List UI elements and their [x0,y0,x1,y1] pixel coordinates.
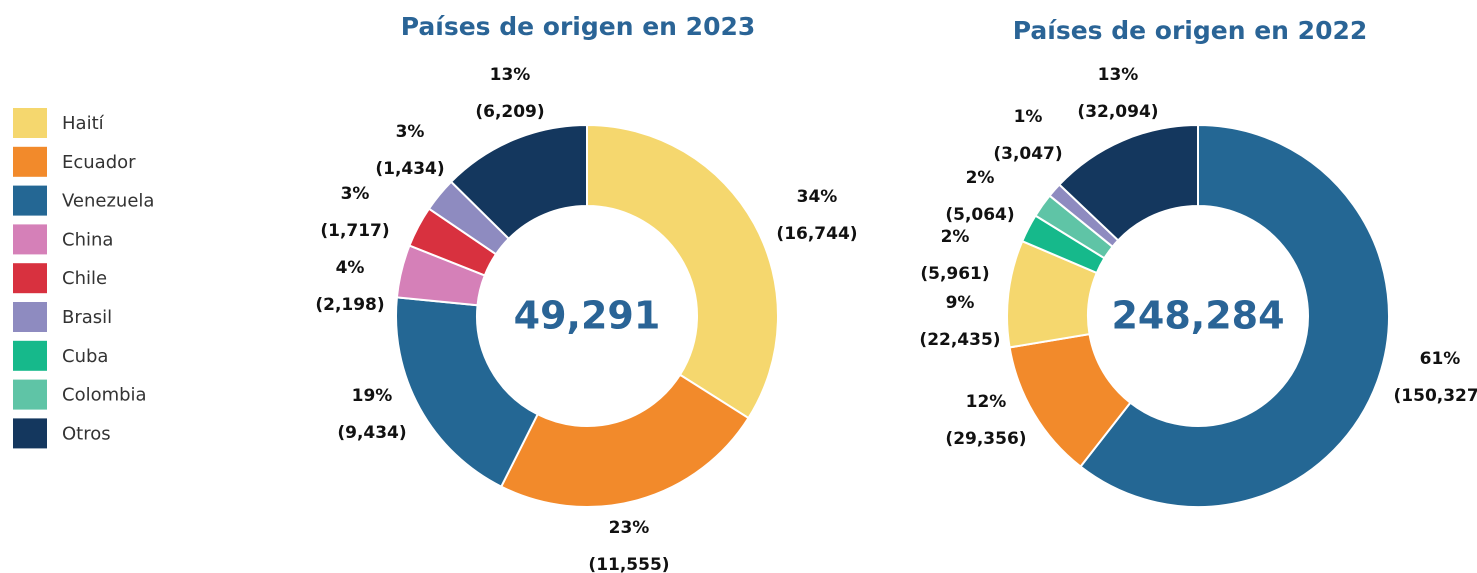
percent-label: 12% [966,392,1007,412]
legend-label: Ecuador [62,152,136,173]
chart-title: Países de origen en 2023 [401,12,756,41]
legend-swatch [13,263,47,294]
percent-label: 9% [946,293,975,313]
percent-label: 3% [396,122,425,142]
legend-label: Cuba [62,346,108,367]
legend-label: Haití [62,113,105,134]
percent-label: 2% [966,168,995,188]
percent-label: 13% [1098,65,1139,85]
value-label: (5,064) [945,205,1014,225]
legend-label: Brasil [62,307,112,328]
value-label: (29,356) [945,429,1026,449]
value-label: (1,717) [320,221,389,241]
legend-swatch [13,224,47,255]
percent-label: 2% [941,227,970,247]
value-label: (3,047) [993,144,1062,164]
value-label: (16,744) [776,224,857,244]
donut-slice [586,123,779,420]
value-label: (22,435) [919,330,1000,350]
percent-label: 3% [341,184,370,204]
percent-label: 13% [490,65,531,85]
legend-label: China [62,229,113,250]
value-label: (5,961) [920,264,989,284]
legend-swatch [13,146,47,177]
legend-swatch [13,418,47,449]
percent-label: 4% [336,258,365,278]
value-label: (32,094) [1077,102,1158,122]
percent-label: 34% [797,187,838,207]
legend-label: Chile [62,268,107,289]
legend-swatch [13,185,47,216]
legend-swatch [13,302,47,332]
legend-label: Colombia [62,385,147,406]
value-label: (11,555) [588,555,669,573]
value-label: (6,209) [475,102,544,122]
legend-swatch [13,340,47,371]
percent-label: 61% [1420,349,1461,369]
legend-label: Venezuela [62,191,154,212]
donut-slice [499,373,750,508]
legend-label: Otros [62,423,111,444]
percent-label: 19% [352,386,393,406]
percent-label: 23% [609,518,650,538]
value-label: (150,327) [1394,386,1477,406]
chart-title: Países de origen en 2022 [1013,16,1368,45]
value-label: (2,198) [315,295,384,315]
center-total: 248,284 [1111,294,1284,338]
value-label: (9,434) [337,423,406,443]
percent-label: 1% [1014,107,1043,127]
value-label: (1,434) [375,159,444,179]
donut-slice [1057,123,1199,242]
donut-slice [449,123,588,241]
legend-swatch [13,108,47,138]
center-total: 49,291 [514,294,661,338]
legend-swatch [13,379,47,410]
donut-slice [1079,123,1390,508]
